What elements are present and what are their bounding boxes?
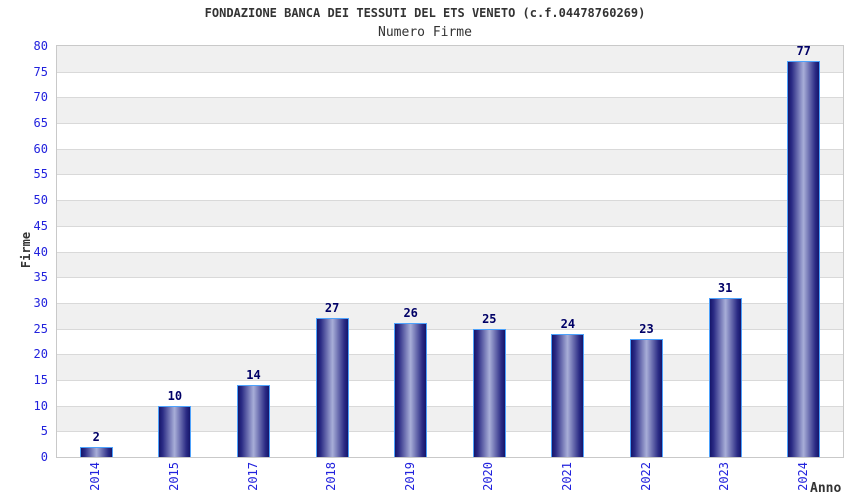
bar-2024: [787, 61, 821, 457]
background-band: [57, 123, 843, 149]
bar-2014: [79, 446, 113, 457]
bar-2018: [315, 318, 349, 457]
bar-2019: [394, 323, 428, 457]
x-axis-title: Anno: [810, 481, 842, 496]
bar-2020: [472, 328, 506, 457]
gridline: [57, 405, 843, 407]
y-tick-label: 5: [40, 424, 48, 439]
gridline: [57, 174, 843, 176]
gridline: [57, 123, 843, 125]
bar-value-label: 27: [324, 301, 340, 316]
x-category-label: 2020: [481, 462, 496, 491]
bar-value-label: 24: [560, 316, 576, 331]
x-category-label: 2024: [795, 462, 810, 491]
y-tick-label: 50: [33, 193, 48, 208]
bar-2023: [708, 297, 742, 457]
bar-value-label: 26: [403, 306, 418, 321]
y-tick-label: 70: [33, 90, 48, 105]
bar-value-label: 23: [639, 321, 654, 336]
y-tick-label: 80: [33, 39, 48, 53]
y-tick-label: 15: [33, 372, 48, 387]
background-band: [57, 200, 843, 226]
background-band: [57, 97, 843, 124]
y-tick-label: 60: [33, 141, 48, 156]
y-tick-label: 75: [33, 64, 48, 79]
bar-value-label: 77: [796, 44, 811, 59]
y-tick-label: 65: [33, 116, 48, 131]
background-band: [57, 71, 843, 98]
y-tick-label: 55: [33, 167, 48, 182]
background-band: [57, 46, 843, 72]
x-category-label: 2017: [245, 462, 260, 491]
y-tick-label: 35: [33, 270, 48, 285]
plot-area: 2 10 14 27 26 25 24 23 31 77: [56, 44, 844, 458]
background-band: [57, 148, 843, 175]
y-tick-label: 30: [33, 295, 48, 310]
bar-value-label: 25: [482, 311, 497, 326]
gridline: [57, 354, 843, 356]
bar-value-label: 31: [717, 280, 733, 295]
gridline: [57, 148, 843, 150]
y-tick-label: 10: [33, 398, 48, 413]
bar-2021: [551, 333, 585, 457]
y-tick-label: 0: [40, 450, 48, 464]
chart-title: FONDAZIONE BANCA DEI TESSUTI DEL ETS VEN…: [204, 6, 646, 20]
y-tick-label: 20: [33, 347, 48, 362]
bar-2022: [630, 338, 663, 457]
x-category-label: 2015: [166, 462, 181, 491]
x-category-label: 2021: [559, 462, 574, 491]
background-band: [57, 251, 843, 278]
bar-value-label: 10: [167, 388, 183, 403]
gridline: [57, 200, 843, 202]
bar-2017: [237, 385, 270, 457]
gridline: [57, 71, 843, 73]
gridline: [57, 251, 843, 253]
x-category-label: 2018: [324, 462, 339, 491]
y-tick-label: 40: [33, 244, 48, 259]
y-tick-label: 25: [33, 321, 48, 336]
y-tick-label: 45: [33, 218, 48, 233]
bar-2015: [158, 405, 192, 457]
bar-value-label: 2: [92, 429, 100, 444]
background-band: [57, 174, 843, 201]
x-category-label: 2022: [638, 462, 653, 491]
gridline: [57, 302, 843, 304]
x-category-label: 2023: [717, 462, 732, 491]
background-band: [57, 225, 843, 252]
gridline: [57, 97, 843, 99]
gridline: [57, 225, 843, 227]
bar-value-label: 14: [246, 368, 261, 383]
gridline: [57, 431, 843, 433]
x-category-label: 2019: [402, 462, 417, 491]
x-category-label: 2014: [88, 462, 103, 491]
gridline: [57, 379, 843, 381]
gridline: [57, 328, 843, 330]
chart-subtitle: Numero Firme: [378, 25, 472, 40]
gridline: [57, 277, 843, 279]
